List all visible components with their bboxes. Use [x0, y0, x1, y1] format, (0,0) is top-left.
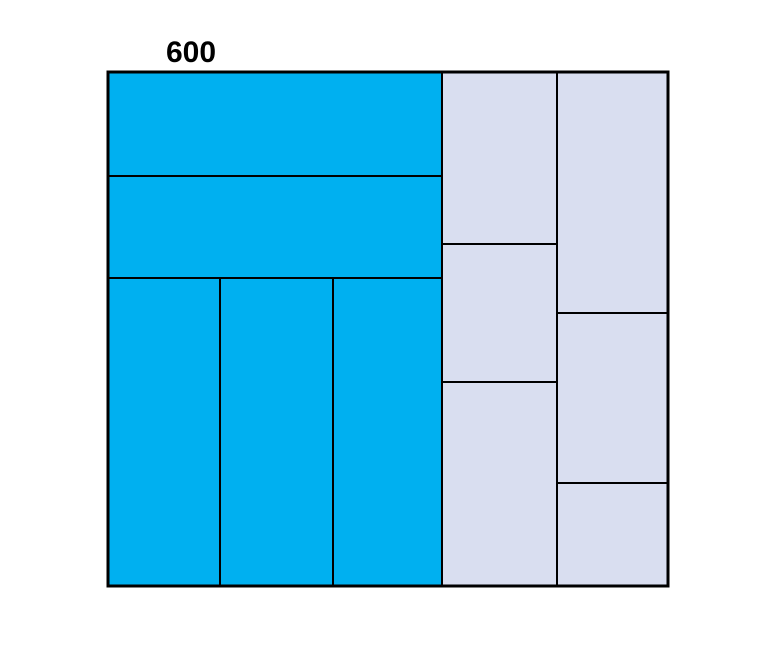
cell-muted-mid-top: [441, 71, 558, 245]
cell-highlight-column-2: [219, 277, 334, 587]
area-value-label: 600: [166, 36, 216, 69]
cells-group: [107, 71, 669, 587]
cell-muted-right-top: [556, 71, 669, 314]
cell-highlight-column-1: [107, 277, 221, 587]
cell-highlight-top-bar: [107, 71, 443, 177]
cell-muted-mid-bottom: [441, 381, 558, 587]
cell-muted-mid-middle: [441, 243, 558, 383]
cell-highlight-column-3: [332, 277, 443, 587]
cell-muted-right-middle: [556, 312, 669, 484]
cell-muted-right-bottom: [556, 482, 669, 587]
cell-highlight-second-bar: [107, 175, 443, 279]
outer-border: [106, 70, 670, 588]
